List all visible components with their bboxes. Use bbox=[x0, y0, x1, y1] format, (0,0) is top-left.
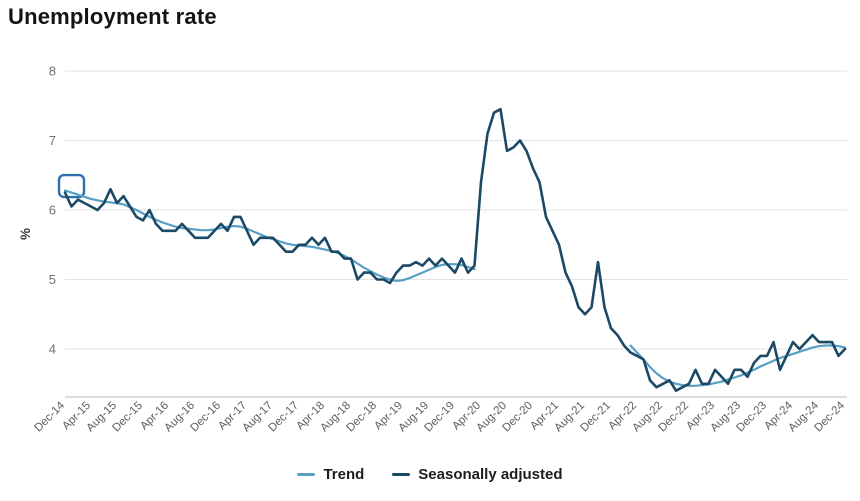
line-chart: 45678Dec-14Apr-15Aug-15Dec-15Apr-16Aug-1… bbox=[18, 64, 848, 435]
series-line-trend-segment-2 bbox=[629, 344, 847, 387]
x-tick-label-Dec-14: Dec-14 bbox=[32, 399, 67, 434]
legend-label-trend: Trend bbox=[323, 466, 365, 483]
y-axis-label: % bbox=[18, 228, 33, 240]
y-tick-label-4: 4 bbox=[49, 342, 56, 357]
x-tick-label-Dec-24: Dec-24 bbox=[812, 399, 847, 434]
legend-swatch-seasonally-adjusted-icon bbox=[392, 473, 411, 476]
legend-item-seasonally-adjusted[interactable]: Seasonally adjusted bbox=[392, 466, 563, 483]
y-tick-label-7: 7 bbox=[49, 133, 56, 148]
series-line-trend-segment-1 bbox=[63, 189, 476, 282]
legend-swatch-trend-icon bbox=[297, 473, 316, 476]
page-title: Unemployment rate bbox=[8, 4, 217, 29]
legend-label-seasonally-adjusted: Seasonally adjusted bbox=[418, 466, 563, 483]
y-tick-label-8: 8 bbox=[49, 64, 56, 79]
selected-point-highlight[interactable] bbox=[57, 173, 86, 199]
series-line-seasonally-adjusted bbox=[63, 107, 847, 393]
legend: Trend Seasonally adjusted bbox=[0, 466, 860, 483]
legend-item-trend[interactable]: Trend bbox=[297, 466, 364, 483]
y-tick-label-6: 6 bbox=[49, 203, 56, 218]
y-tick-label-5: 5 bbox=[49, 272, 56, 287]
